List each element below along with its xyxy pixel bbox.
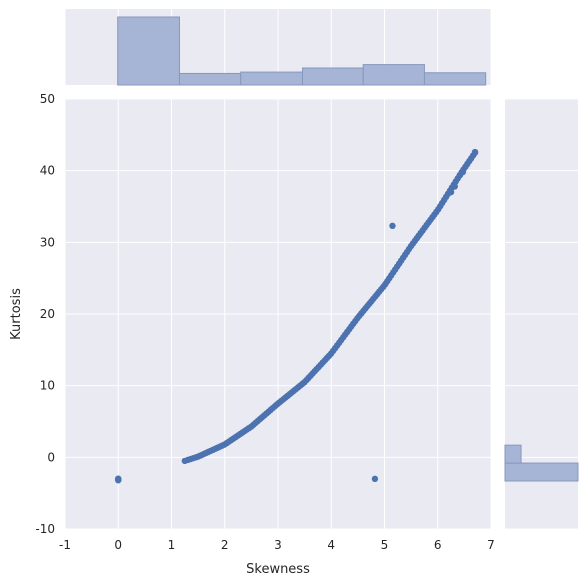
scatter-point (459, 168, 466, 176)
x-axis-label: Skewness (246, 562, 310, 577)
y-tick-label: -10 (35, 522, 55, 536)
marginal-y-bar (504, 462, 579, 482)
marginal-x-bar (362, 64, 425, 86)
y-axis-label: Kurtosis (9, 288, 24, 340)
joint-gridlines (64, 98, 492, 530)
marginal-x-bar (301, 67, 364, 86)
scatter-point (389, 222, 396, 230)
y-tick-labels: -10 0 10 20 30 40 50 (35, 92, 55, 536)
x-tick-label: 6 (434, 538, 442, 552)
x-tick-labels: -1 0 1 2 3 4 5 6 7 (59, 538, 495, 552)
marginal-x-bars (117, 16, 487, 86)
x-tick-label: 2 (221, 538, 229, 552)
x-tick-label: 3 (274, 538, 282, 552)
marginal-x-bar (240, 71, 303, 86)
scatter-points (115, 148, 479, 484)
y-tick-label: 30 (40, 235, 55, 249)
marginal-y-histogram (504, 98, 579, 530)
scatter-point (471, 148, 479, 156)
y-tick-label: 50 (40, 92, 55, 106)
x-tick-label: 5 (381, 538, 389, 552)
x-tick-label: 7 (487, 538, 495, 552)
scatter-point (451, 183, 458, 190)
x-tick-label: 4 (327, 538, 335, 552)
scatter-point (371, 475, 379, 483)
x-tick-label: -1 (59, 538, 71, 552)
x-tick-label: 1 (168, 538, 176, 552)
x-tick-label: 0 (114, 538, 122, 552)
marginal-x-bar (423, 72, 487, 86)
marginal-x-bar (178, 72, 242, 86)
marginal-y-bars (504, 444, 579, 482)
y-tick-label: 40 (40, 164, 55, 178)
scatter-point (447, 188, 455, 196)
marginal-x-bar (117, 16, 180, 86)
y-tick-label: 10 (40, 379, 55, 393)
scatter-point (115, 477, 122, 484)
marginal-y-bar (504, 444, 522, 464)
y-tick-label: 20 (40, 307, 55, 321)
y-tick-label: 0 (47, 450, 55, 464)
marginal-x-histogram (64, 9, 492, 86)
